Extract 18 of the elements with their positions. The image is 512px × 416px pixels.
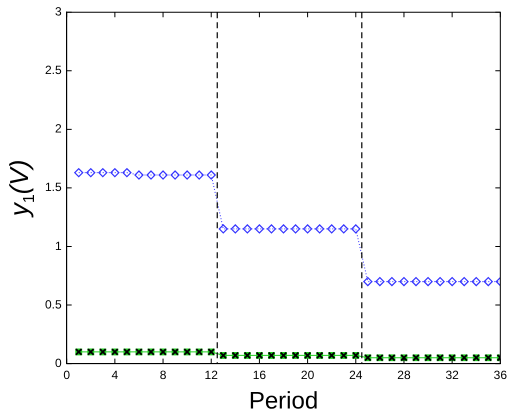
- x-axis-title: Period: [248, 388, 318, 415]
- y-tick-label: 0: [54, 356, 62, 370]
- x-tick-label: 16: [252, 368, 266, 382]
- y-tick-label: 2: [54, 122, 62, 136]
- x-tick-label: 32: [445, 368, 460, 382]
- y-tick-label: 3: [54, 4, 62, 19]
- x-tick-label: 24: [349, 368, 363, 382]
- x-tick-label: 20: [300, 368, 315, 382]
- y-tick-label: 1: [54, 238, 62, 253]
- y-axis-title: y1(V): [4, 160, 38, 218]
- x-tick-label: 12: [204, 368, 218, 382]
- x-tick-label: 4: [112, 368, 119, 382]
- x-tick-label: 8: [160, 368, 167, 382]
- y-tick-label: 0.5: [44, 297, 62, 312]
- y-tick-label: 1.5: [44, 180, 62, 194]
- x-tick-label: 36: [494, 368, 508, 382]
- y-tick-label: 2.5: [44, 63, 62, 78]
- x-tick-label: 28: [397, 368, 411, 382]
